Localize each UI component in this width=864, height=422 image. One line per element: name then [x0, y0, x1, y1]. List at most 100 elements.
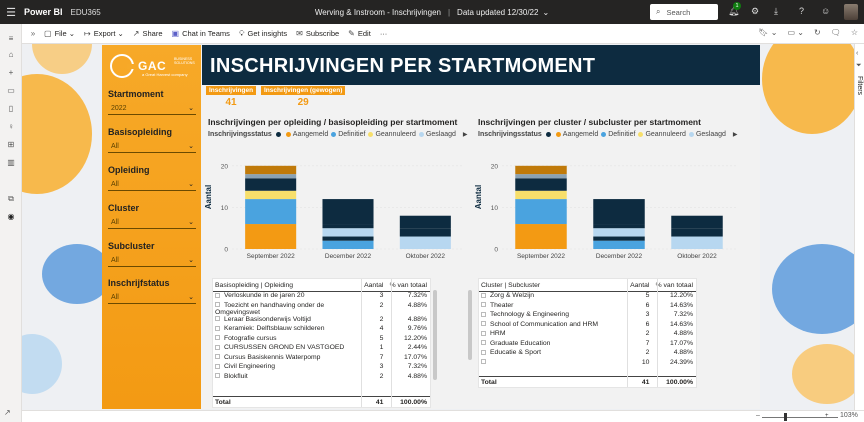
cluster-dropdown[interactable]: All ⌄ — [108, 216, 196, 229]
opleiding-dropdown[interactable]: All ⌄ — [108, 178, 196, 191]
datahub-icon[interactable]: ▯ — [8, 104, 14, 113]
search-input[interactable]: ⌕ Search — [650, 4, 718, 20]
workspaces-icon[interactable]: ⧉ — [8, 194, 14, 203]
startmoment-dropdown[interactable]: 2022 ⌄ — [108, 102, 196, 115]
table-row[interactable]: Leraar Basisonderwijs Voltijd 2 4.88% — [213, 316, 430, 326]
table-left-scrollbar[interactable] — [433, 290, 437, 380]
export-menu[interactable]: ↦ Export ⌄ — [84, 29, 124, 38]
table-row[interactable]: School of Communication and HRM 6 14.63% — [479, 321, 696, 331]
share-button[interactable]: ↗ Share — [132, 29, 163, 38]
legend-next-icon[interactable]: ▶ — [462, 132, 468, 138]
expand-row-icon[interactable] — [481, 302, 486, 308]
table-row[interactable]: Cursus Basiskennis Waterpomp 7 17.07% — [213, 354, 430, 364]
expand-row-icon[interactable] — [215, 292, 220, 298]
expand-nav-icon[interactable]: ≡ — [8, 34, 14, 43]
table-row[interactable]: Technology & Engineering 3 7.32% — [479, 311, 696, 321]
bar-segment[interactable] — [399, 215, 451, 229]
bookmark-icon[interactable]: 🔖︎ ⌄ — [758, 28, 778, 37]
bar-segment[interactable] — [671, 215, 723, 229]
legend-item-geannuleerd[interactable]: Geannuleerd — [638, 131, 686, 138]
expand-row-icon[interactable] — [481, 359, 486, 365]
bar-segment[interactable] — [515, 190, 567, 200]
basisopleiding-dropdown[interactable]: All ⌄ — [108, 140, 196, 153]
expand-row-icon[interactable] — [215, 325, 220, 331]
expand-arrow-icon[interactable]: ↗ — [4, 408, 11, 417]
inschrijfstatus-dropdown[interactable]: All ⌄ — [108, 291, 196, 304]
edit-button[interactable]: ✎ Edit — [348, 29, 371, 38]
legend-item[interactable] — [275, 132, 283, 137]
bar-segment[interactable] — [515, 199, 567, 225]
expand-pages-icon[interactable]: » — [30, 29, 36, 38]
bar-segment[interactable] — [671, 228, 723, 237]
bar-segment[interactable] — [399, 236, 451, 249]
bar-segment[interactable] — [515, 174, 567, 179]
table-row[interactable]: Civil Engineering 3 7.32% — [213, 363, 430, 373]
col-header-cluster[interactable]: Cluster | Subcluster — [481, 281, 541, 289]
bar-segment[interactable] — [245, 190, 297, 200]
expand-row-icon[interactable] — [215, 373, 220, 379]
browse-icon[interactable]: ▭ — [7, 86, 15, 95]
expand-row-icon[interactable] — [215, 363, 220, 369]
bar-segment[interactable] — [593, 224, 645, 229]
chevron-down-icon[interactable]: ⌄ — [542, 7, 550, 17]
bell-icon[interactable]: 🔔︎ — [728, 6, 740, 16]
chart-right[interactable]: Aantal 0 10 20 September 2022 December 2022 Ok… — [472, 141, 742, 275]
bar-segment[interactable] — [245, 178, 297, 191]
expand-row-icon[interactable] — [481, 340, 486, 346]
legend-item[interactable] — [545, 132, 553, 137]
feedback-icon[interactable]: ☺ — [821, 6, 831, 16]
table-left[interactable]: Basisopleiding | Opleiding Aantal % van … — [212, 278, 431, 408]
table-row[interactable]: CURSUSSEN GROND EN VASTGOED 1 2.44% — [213, 344, 430, 354]
create-icon[interactable]: + — [8, 68, 14, 77]
home-icon[interactable]: ⌂ — [8, 50, 14, 59]
view-icon[interactable]: ▭ ⌄ — [787, 28, 804, 37]
bar-segment[interactable] — [593, 228, 645, 237]
table-row[interactable]: Zorg & Welzijn 5 12.20% — [479, 292, 696, 302]
zoom-slider-thumb[interactable] — [784, 413, 787, 421]
table-row[interactable]: Educatie & Sport 2 4.88% — [479, 349, 696, 359]
help-icon[interactable]: ? — [799, 6, 805, 16]
bar-segment[interactable] — [322, 240, 374, 249]
learn-icon[interactable]: ▥ — [7, 158, 15, 167]
legend-item-geannuleerd[interactable]: Geannuleerd — [368, 131, 416, 138]
expand-row-icon[interactable] — [215, 354, 220, 360]
legend-item-geslaagd[interactable]: Geslaagd — [418, 131, 456, 138]
more-options-button[interactable]: ··· — [379, 29, 388, 38]
table-right[interactable]: Cluster | Subcluster Aantal % van totaal… — [478, 278, 697, 388]
kpi-inschrijvingen[interactable]: Inschrijvingen 41 — [206, 86, 257, 112]
gear-icon[interactable]: ⚙ — [751, 6, 760, 16]
bar-segment[interactable] — [245, 174, 297, 179]
report-title[interactable]: Werving & Instroom - Inschrijvingen — [314, 7, 441, 17]
filters-pane[interactable]: ‹ ⏷ Filters — [854, 44, 864, 410]
bar-segment[interactable] — [671, 236, 723, 249]
data-updated[interactable]: Data updated 12/30/22 — [457, 7, 539, 17]
subscribe-button[interactable]: ✉ Subscribe — [296, 29, 340, 38]
favorite-icon[interactable]: ☆ — [850, 28, 858, 37]
table-row[interactable]: Blokfluit 2 4.88% — [213, 373, 430, 383]
bar-segment[interactable] — [322, 236, 374, 241]
get-insights-button[interactable]: 💡︎ Get insights — [238, 28, 288, 39]
expand-row-icon[interactable] — [215, 302, 220, 308]
bar-segment[interactable] — [593, 236, 645, 241]
expand-row-icon[interactable] — [215, 335, 220, 341]
legend-next-icon[interactable]: ▶ — [732, 132, 738, 138]
workspace-name[interactable]: EDU365 — [70, 7, 101, 17]
bar-segment[interactable] — [245, 199, 297, 225]
brand[interactable]: Power BI — [24, 7, 63, 17]
bar-segment[interactable] — [515, 165, 567, 175]
chart-left[interactable]: Aantal 0 10 20 September 2022 December 2022 Ok… — [202, 141, 470, 275]
col-header-basisopleiding[interactable]: Basisopleiding | Opleiding — [215, 281, 294, 289]
bar-segment[interactable] — [245, 224, 297, 249]
bar-segment[interactable] — [593, 199, 645, 225]
bar-segment[interactable] — [593, 240, 645, 249]
zoom-slider[interactable] — [762, 417, 838, 418]
bar-segment[interactable] — [322, 224, 374, 229]
bar-segment[interactable] — [322, 228, 374, 237]
bar-segment[interactable] — [515, 224, 567, 249]
legend-item-aangemeld[interactable]: Aangemeld — [555, 131, 598, 138]
expand-row-icon[interactable] — [481, 292, 486, 298]
current-workspace-icon[interactable]: ◉ — [7, 212, 15, 221]
table-row[interactable]: Graduate Education 7 17.07% — [479, 340, 696, 350]
col-header-aantal[interactable]: Aantal — [364, 281, 384, 289]
legend-item-aangemeld[interactable]: Aangemeld — [285, 131, 328, 138]
